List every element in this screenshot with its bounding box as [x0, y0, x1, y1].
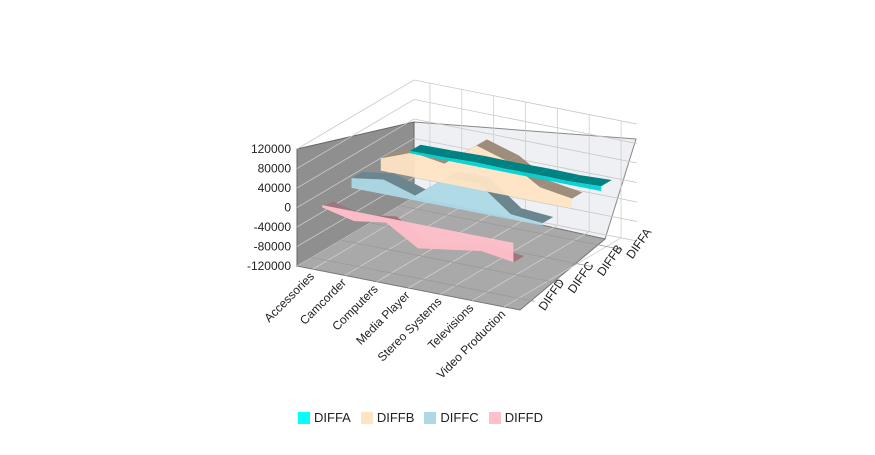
legend-item-diffd: DIFFD [488, 410, 543, 425]
legend-swatch [424, 411, 437, 424]
y-tick-label: -40000 [254, 220, 292, 234]
legend-item-diffa: DIFFA [298, 410, 351, 425]
y-tick-label: 120000 [251, 142, 291, 156]
y-tick-label: -120000 [247, 259, 291, 273]
series-layer [322, 139, 612, 263]
gridline-x [440, 108, 558, 295]
legend-swatch [488, 411, 501, 424]
area-top-segment [380, 146, 424, 159]
legend-label: DIFFC [440, 410, 479, 425]
y-tick-label: 0 [284, 201, 291, 215]
gridline-y [296, 138, 638, 208]
area-top-segment [441, 150, 485, 163]
series-diffa [410, 144, 612, 192]
series-axis-label: DIFFA [623, 225, 654, 261]
gridline-y [296, 118, 638, 189]
gridline-depth [311, 256, 535, 302]
area-top-segment [537, 168, 580, 182]
legend-swatch [360, 411, 373, 424]
area-top-segment [473, 155, 517, 169]
area-top-segment [505, 162, 548, 175]
area-top-segment [351, 171, 394, 180]
series-diffd [322, 201, 524, 263]
y-tick-label: 80000 [258, 162, 292, 176]
gridline-x [472, 114, 590, 301]
legend-item-diffb: DIFFB [360, 410, 415, 425]
area-top-segment [383, 173, 426, 196]
legend-label: DIFFA [314, 410, 351, 425]
gridline-y [296, 177, 638, 247]
legend-item-diffc: DIFFC [424, 410, 479, 425]
legend-swatch [298, 411, 310, 424]
category-label: Video Production [434, 307, 508, 381]
series-axis-label: DIFFB [594, 242, 625, 278]
area-top-segment [476, 139, 519, 162]
legend-label: DIFFD [504, 410, 543, 425]
gridline-y [296, 99, 638, 169]
y-axis-ticks: 120000 80000 40000 0 -40000 -80000 -120000 [247, 142, 291, 273]
area-front-face [322, 205, 514, 263]
area-front-face [351, 177, 543, 226]
area-top-segment [510, 208, 554, 224]
y-tick-label: -80000 [254, 240, 292, 254]
gridline-x [503, 120, 622, 308]
area-front-face [410, 150, 602, 192]
gridline-depth [340, 239, 564, 285]
legend: DIFFA DIFFB DIFFC DIFFD [298, 410, 543, 425]
area-top-segment [540, 181, 583, 199]
area-top-segment [569, 175, 612, 187]
gridline-y [296, 79, 638, 150]
area-top-segment [410, 144, 453, 157]
y-tick-label: 40000 [258, 181, 292, 195]
area-front-face [380, 145, 572, 209]
legend-label: DIFFB [376, 410, 415, 425]
gridline-depth [399, 205, 623, 251]
